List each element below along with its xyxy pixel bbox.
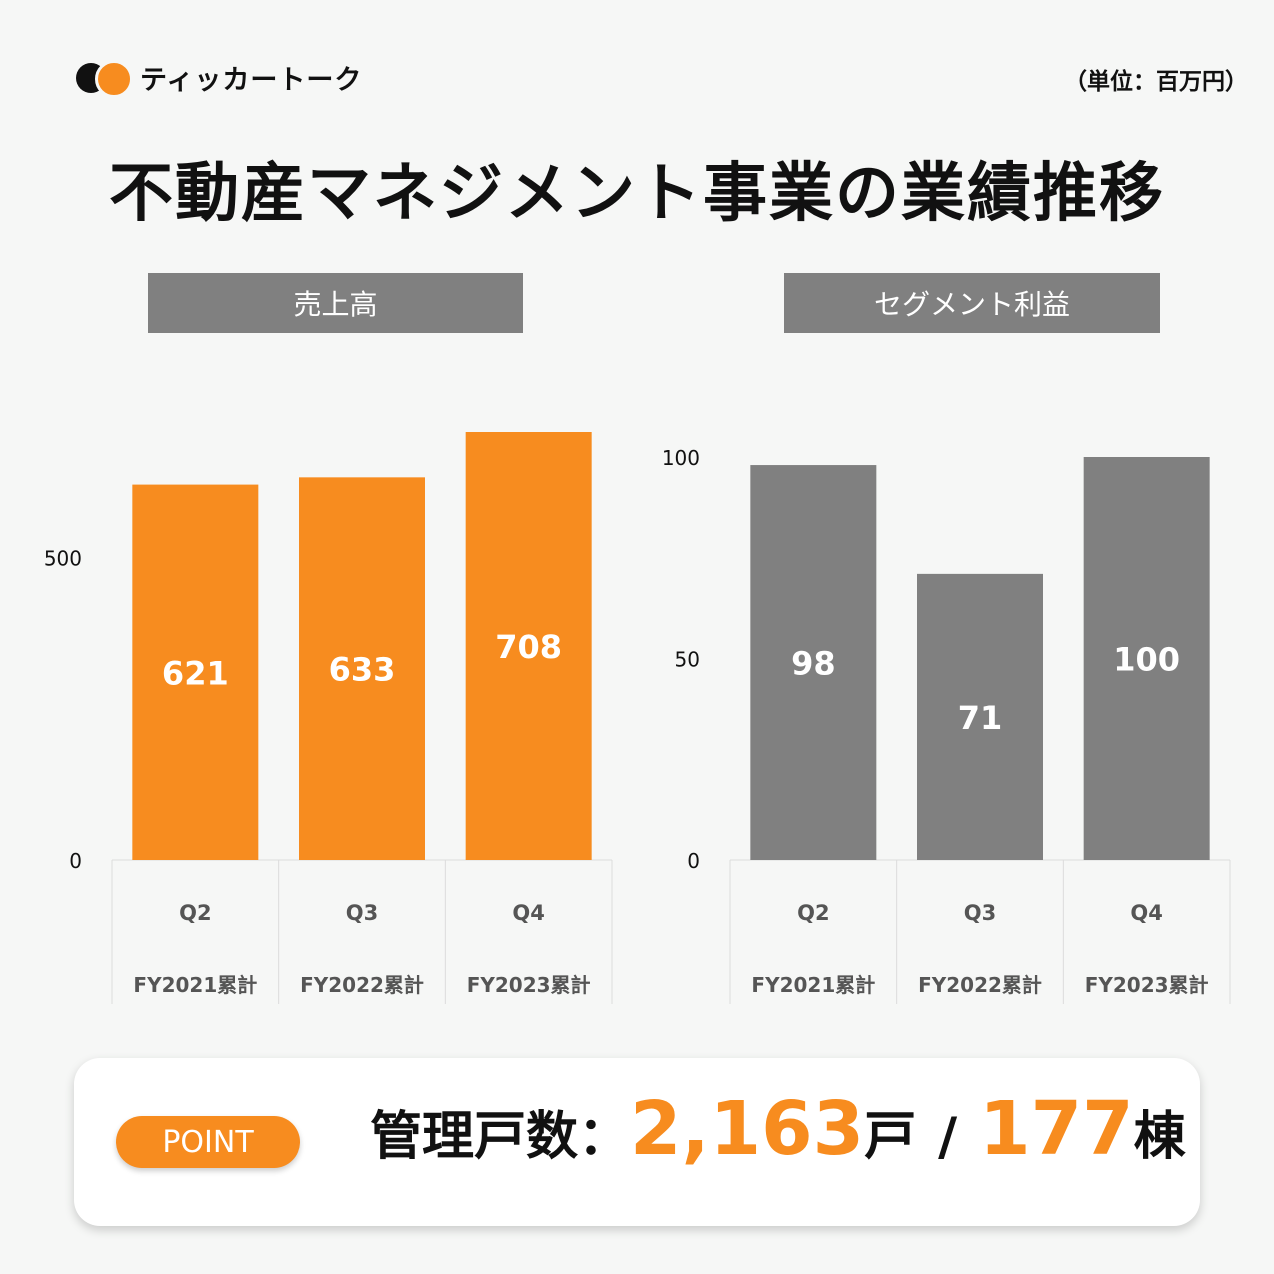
bar (750, 465, 877, 860)
x-tick-label: Q2 (797, 901, 829, 925)
x-tick-label: Q4 (512, 901, 544, 925)
data-label: 98 (791, 645, 836, 683)
bar (917, 573, 1043, 860)
page-title: 不動産マネジメント事業の業績推移 (109, 157, 1165, 231)
bar (1083, 457, 1210, 860)
y-tick-label: 0 (687, 849, 700, 873)
y-tick-label: 0 (69, 849, 82, 873)
data-label: 71 (958, 699, 1003, 737)
unit-label: （単位：百万円） (1064, 69, 1248, 95)
brand-name: ティッカートーク (140, 65, 363, 96)
x-sublabel: FY2022累計 (918, 973, 1042, 997)
point-badge: POINT (116, 1116, 300, 1168)
y-tick-label: 50 (675, 648, 700, 672)
point-label: 管理戸数： (370, 1107, 631, 1167)
chart-title-sales: 売上高 (148, 273, 523, 333)
brand-logo: ティッカートーク (74, 58, 363, 98)
data-label: 100 (1113, 641, 1180, 679)
buildings-count: 177 (979, 1086, 1134, 1172)
y-tick-label: 100 (662, 446, 700, 470)
y-tick-label: 500 (44, 547, 82, 571)
bar (132, 484, 259, 860)
x-tick-label: Q3 (346, 901, 378, 925)
data-label: 633 (329, 651, 396, 689)
x-sublabel: FY2021累計 (751, 973, 875, 997)
x-tick-label: Q2 (179, 901, 211, 925)
point-panel: POINT 管理戸数： 2,163 戸 / 177 棟 (74, 1058, 1200, 1226)
x-sublabel: FY2023累計 (1085, 973, 1209, 997)
chart-title-segment-profit: セグメント利益 (784, 273, 1160, 333)
x-sublabel: FY2022累計 (300, 973, 424, 997)
bar (299, 477, 425, 860)
buildings-suffix: 棟 (1133, 1107, 1186, 1167)
bar (465, 432, 592, 860)
x-sublabel: FY2023累計 (467, 973, 591, 997)
x-sublabel: FY2021累計 (133, 973, 257, 997)
data-label: 621 (162, 654, 229, 692)
units-count: 2,163 (630, 1086, 865, 1172)
units-suffix: 戸 (864, 1107, 917, 1167)
data-label: 708 (495, 628, 562, 666)
x-tick-label: Q4 (1130, 901, 1162, 925)
point-summary: 管理戸数： 2,163 戸 / 177 棟 (370, 1086, 1186, 1196)
x-tick-label: Q3 (964, 901, 996, 925)
logo-icon (74, 59, 136, 98)
separator: / (938, 1107, 958, 1167)
